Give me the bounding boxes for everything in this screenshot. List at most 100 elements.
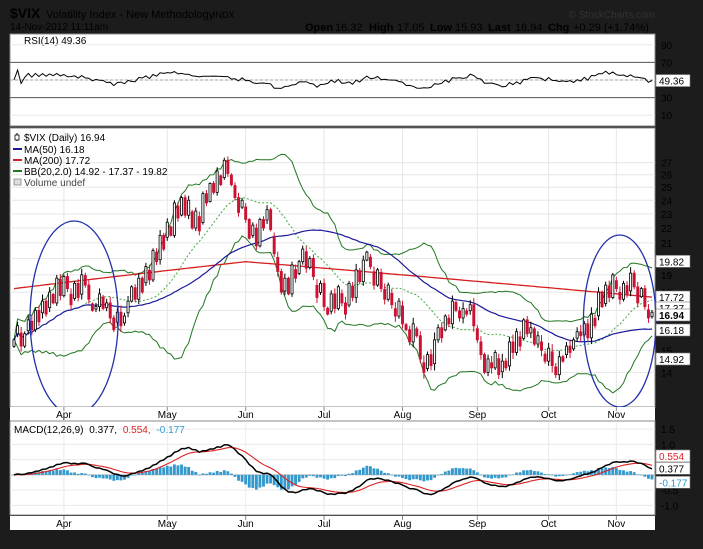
macd-histogram-bar bbox=[37, 472, 41, 475]
candle-body bbox=[48, 291, 52, 309]
price-tag-14-92: 14.92 bbox=[659, 355, 684, 366]
candle-body bbox=[422, 362, 426, 373]
macd-histogram-bar bbox=[579, 471, 583, 475]
macd-histogram-bar bbox=[283, 474, 287, 490]
macd-histogram-bar bbox=[137, 472, 141, 475]
candle-body bbox=[180, 197, 183, 216]
candle-body bbox=[368, 256, 372, 267]
macd-histogram-bar bbox=[130, 474, 134, 476]
macd-histogram-bar bbox=[48, 470, 52, 475]
candle-body bbox=[475, 328, 479, 341]
candle-body bbox=[169, 226, 173, 236]
macd-histogram-bar bbox=[133, 474, 137, 476]
macd-histogram-bar bbox=[497, 474, 501, 479]
candle-body bbox=[226, 159, 230, 174]
chart-header: $VIX Volatility Index - New Methodology … bbox=[10, 5, 655, 34]
month-label-apr: Apr bbox=[56, 410, 72, 421]
macd-histogram-bar bbox=[436, 474, 440, 476]
month-axis-macd: Apr May Jun Jul Aug Sep Oct Nov bbox=[10, 516, 655, 530]
macd-histogram-bar bbox=[547, 474, 551, 475]
macd-histogram-bar bbox=[251, 474, 255, 488]
candle-body bbox=[65, 276, 69, 289]
month-label-apr: Apr bbox=[56, 519, 72, 530]
macd-value: 0.377, bbox=[89, 425, 117, 436]
macd-histogram-bar bbox=[58, 470, 62, 475]
legend-vix: $VIX (Daily) 16.94 bbox=[24, 133, 106, 144]
candle-body bbox=[550, 351, 554, 366]
macd-histogram-bar bbox=[536, 471, 540, 475]
price-tick-label: 26 bbox=[661, 171, 673, 182]
macd-histogram-bar bbox=[500, 474, 504, 478]
macd-histogram-bar bbox=[529, 469, 533, 475]
candle-body bbox=[301, 248, 305, 263]
candle-body bbox=[646, 309, 650, 319]
macd-histogram-bar bbox=[372, 468, 376, 475]
macd-histogram-bar bbox=[158, 466, 162, 475]
macd-histogram-bar bbox=[408, 474, 412, 481]
macd-histogram-bar bbox=[55, 469, 59, 475]
macd-histogram-bar bbox=[344, 474, 347, 477]
price-tick-label: 21 bbox=[661, 239, 673, 250]
macd-histogram-bar bbox=[62, 469, 66, 475]
candle-body bbox=[376, 269, 380, 286]
candle-body bbox=[215, 170, 219, 193]
watermark[interactable]: © StockCharts.com bbox=[569, 10, 655, 21]
macd-histogram-bar bbox=[440, 473, 444, 475]
candle-body bbox=[622, 282, 625, 300]
candle-body bbox=[322, 282, 326, 308]
macd-histogram-bar bbox=[212, 472, 216, 475]
candle-body bbox=[415, 328, 419, 337]
macd-histogram-bar bbox=[262, 474, 265, 487]
macd-histogram-bar bbox=[187, 467, 191, 475]
macd-histogram-bar bbox=[151, 468, 155, 475]
macd-histogram-bar bbox=[443, 471, 447, 475]
macd-histogram-bar bbox=[365, 465, 369, 475]
legend-volume: Volume undef bbox=[24, 178, 85, 189]
price-layer: 272625242322212019181716151419.8217.7217… bbox=[10, 129, 691, 416]
candle-body bbox=[643, 288, 647, 308]
macd-histogram-bar bbox=[101, 474, 105, 479]
rsi-panel: RSI(14) 49.36 907050301049.36 bbox=[9, 33, 691, 127]
candle-body bbox=[465, 310, 469, 315]
candle-body bbox=[361, 259, 365, 283]
candle-body bbox=[265, 209, 269, 221]
macd-histogram-bar bbox=[190, 470, 194, 475]
macd-histogram-bar bbox=[219, 471, 223, 475]
candle-body bbox=[504, 360, 508, 369]
candle-body bbox=[468, 304, 472, 312]
candle-body bbox=[130, 286, 134, 302]
macd-histogram-bar bbox=[508, 474, 511, 476]
candle-body bbox=[172, 202, 176, 236]
candle-body bbox=[639, 288, 643, 298]
low-label: Low bbox=[430, 22, 452, 34]
candle-body bbox=[244, 206, 248, 220]
macd-histogram-bar bbox=[557, 474, 561, 477]
macd-histogram-bar bbox=[87, 474, 91, 476]
instrument-name: Volatility Index - New Methodology bbox=[46, 9, 215, 21]
candle-body bbox=[650, 311, 654, 318]
candle-body bbox=[529, 327, 533, 334]
macd-histogram-bar bbox=[80, 472, 84, 475]
macd-line bbox=[13, 444, 653, 496]
macd-histogram-bar bbox=[422, 474, 426, 482]
candle-body bbox=[636, 286, 640, 304]
legend-ma50: MA(50) 16.18 bbox=[24, 145, 85, 156]
candle-body bbox=[237, 197, 241, 213]
price-tag-16-18-box bbox=[655, 323, 691, 337]
candle-body bbox=[568, 345, 572, 353]
candle-body bbox=[219, 175, 223, 186]
price-tick-label: 19 bbox=[661, 271, 673, 282]
candle-body bbox=[365, 251, 369, 261]
candle-body bbox=[383, 288, 387, 300]
macd-histogram-bar bbox=[301, 474, 305, 479]
month-label-sep: Sep bbox=[468, 519, 486, 530]
candle-body bbox=[41, 300, 44, 314]
macd-histogram-bar bbox=[358, 469, 362, 475]
candle-body bbox=[12, 339, 16, 347]
macd-histogram-bar bbox=[575, 472, 579, 475]
month-label-jun: Jun bbox=[238, 519, 254, 530]
month-label-may: May bbox=[158, 410, 177, 421]
macd-histogram-bar bbox=[240, 474, 244, 482]
candle-body bbox=[340, 293, 344, 304]
